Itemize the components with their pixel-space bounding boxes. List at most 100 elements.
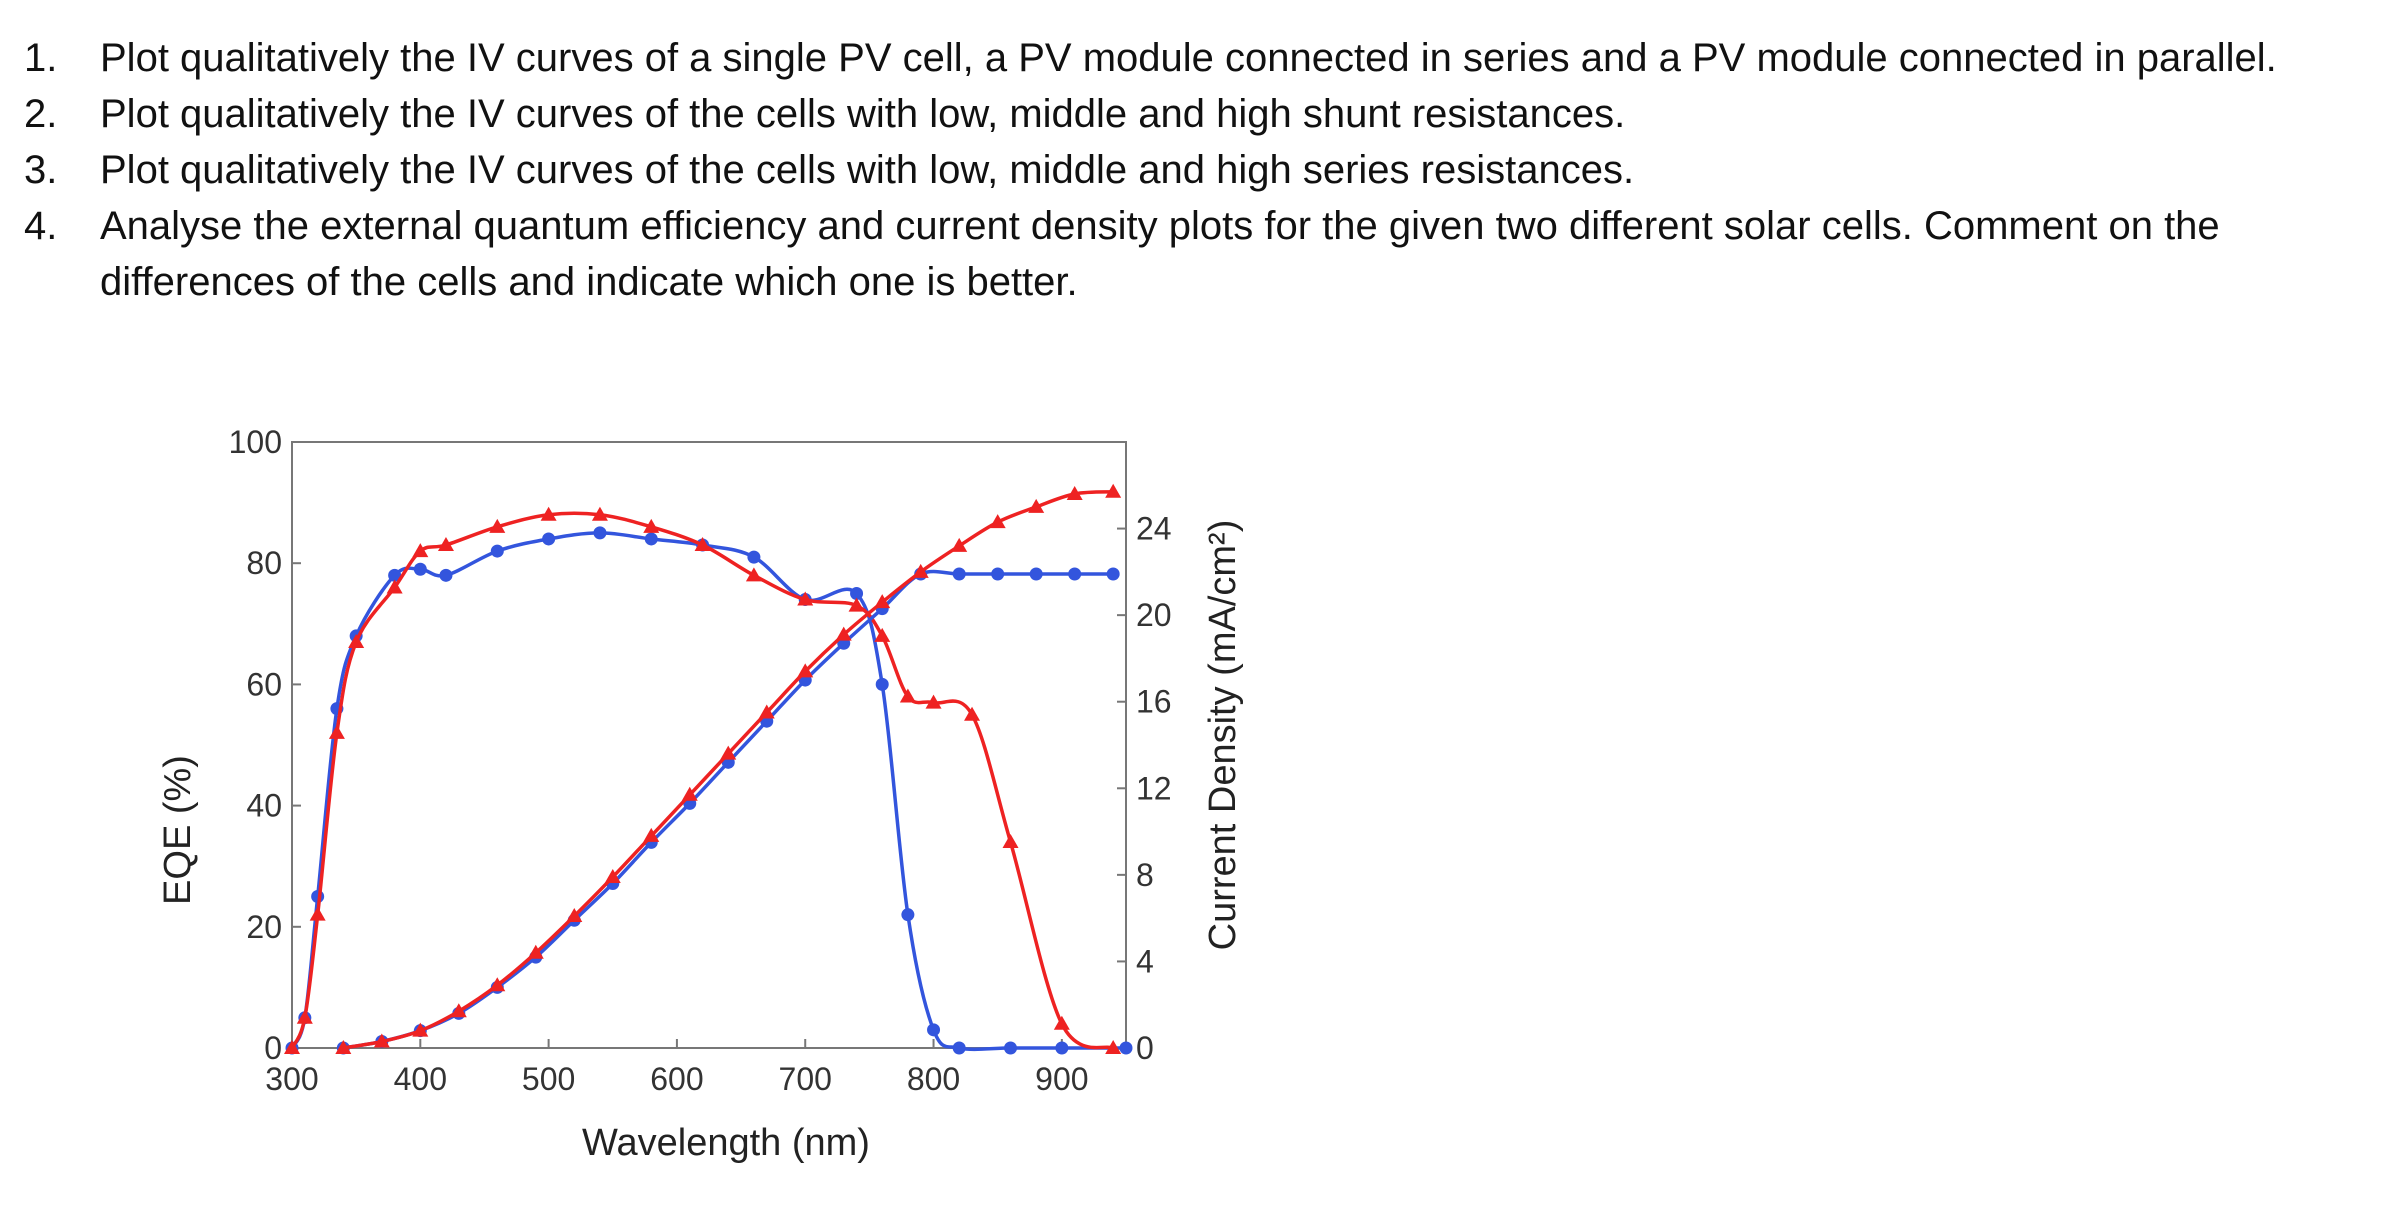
data-point-red — [681, 786, 698, 801]
data-point-red — [797, 591, 814, 606]
data-point-red — [437, 537, 454, 552]
y-tick-label: 40 — [246, 788, 282, 824]
y2-tick-label: 4 — [1136, 943, 1154, 979]
data-point-red — [899, 688, 916, 703]
data-point-red — [1053, 1015, 1070, 1030]
data-point-red — [1105, 1040, 1122, 1054]
data-point-red — [1066, 485, 1083, 500]
data-point-red — [989, 514, 1006, 529]
data-point-red — [643, 518, 660, 533]
question-number: 2. — [24, 92, 58, 136]
data-point-red — [296, 1009, 313, 1024]
data-point-red — [348, 633, 365, 648]
data-point-blue — [1029, 567, 1043, 581]
question-number: 3. — [24, 148, 58, 192]
data-point-red — [373, 1033, 390, 1048]
data-point-blue — [490, 544, 504, 558]
x-tick-label: 500 — [522, 1061, 575, 1097]
data-point-red — [604, 869, 621, 884]
data-point-red — [527, 944, 544, 959]
data-point-blue — [850, 587, 864, 600]
data-point-blue — [439, 568, 453, 582]
x-tick-label: 900 — [1035, 1061, 1088, 1097]
data-point-blue — [991, 567, 1005, 581]
data-point-red — [309, 906, 326, 921]
data-point-red — [450, 1003, 467, 1018]
plot-frame — [291, 441, 1127, 1049]
data-point-red — [412, 543, 429, 558]
data-point-red — [284, 1040, 300, 1054]
y2-axis-label: Current Density (mA/cm²) — [1202, 520, 1244, 951]
data-point-blue — [1106, 567, 1120, 581]
data-point-red — [566, 907, 583, 922]
y2-tick-label: 16 — [1136, 684, 1172, 720]
y-axis-label: EQE (%) — [157, 755, 199, 905]
chart-svg: EQE (%) Current Density (mA/cm²) Wavelen… — [157, 424, 1244, 1164]
data-point-red — [386, 579, 403, 594]
eqe-line-blue — [290, 531, 1126, 1052]
question-list: 1. Plot qualitatively the IV curves of a… — [0, 30, 2390, 310]
data-point-blue — [388, 568, 402, 582]
data-point-red — [1105, 483, 1122, 498]
y-tick-label: 100 — [229, 424, 282, 460]
data-point-red — [643, 827, 660, 842]
y2-tick-label: 8 — [1136, 857, 1154, 893]
data-point-red — [489, 518, 506, 533]
data-point-red — [328, 724, 345, 739]
data-point-red — [797, 663, 814, 678]
y-tick-label: 20 — [246, 909, 282, 945]
data-point-red — [951, 537, 968, 552]
question-4: 4. Analyse the external quantum efficien… — [0, 198, 2390, 310]
data-point-red — [591, 506, 608, 521]
data-point-blue — [593, 526, 607, 540]
eqe-current-density-chart: EQE (%) Current Density (mA/cm²) Wavelen… — [130, 410, 1280, 1200]
data-point-red — [874, 627, 891, 642]
data-point-blue — [875, 677, 889, 691]
data-point-red — [964, 706, 981, 721]
data-point-blue — [952, 1041, 966, 1055]
data-point-red — [912, 563, 929, 578]
data-point-red — [335, 1040, 352, 1054]
question-text: Plot qualitatively the IV curves of the … — [100, 92, 1626, 136]
y2-tick-label: 12 — [1136, 770, 1172, 806]
data-point-red — [848, 597, 865, 612]
data-point-red — [412, 1022, 429, 1037]
data-point-blue — [952, 567, 966, 581]
y2-tick-label: 24 — [1136, 511, 1172, 547]
question-2: 2. Plot qualitatively the IV curves of t… — [0, 86, 2390, 142]
data-point-blue — [1055, 1041, 1069, 1055]
data-point-red — [694, 537, 711, 552]
y-tick-label: 0 — [264, 1030, 282, 1066]
data-point-blue — [542, 532, 556, 546]
data-point-red — [720, 745, 737, 760]
x-tick-label: 600 — [650, 1061, 703, 1097]
data-point-red — [745, 567, 762, 582]
data-point-blue — [927, 1023, 941, 1037]
data-point-blue — [1068, 567, 1082, 581]
data-point-red — [1028, 498, 1045, 513]
question-3: 3. Plot qualitatively the IV curves of t… — [0, 142, 2390, 198]
data-point-blue — [901, 908, 915, 922]
data-point-red — [925, 694, 942, 709]
question-text: Plot qualitatively the IV curves of a si… — [100, 36, 2277, 80]
question-number: 1. — [24, 36, 58, 80]
question-number: 4. — [24, 204, 58, 248]
data-point-blue — [1119, 1041, 1133, 1055]
question-text: Analyse the external quantum efficiency … — [100, 204, 2220, 304]
x-tick-label: 800 — [907, 1061, 960, 1097]
data-point-red — [540, 506, 557, 521]
data-point-blue — [644, 532, 658, 546]
question-1: 1. Plot qualitatively the IV curves of a… — [0, 30, 2390, 86]
x-tick-label: 700 — [779, 1061, 832, 1097]
x-tick-label: 400 — [394, 1061, 447, 1097]
data-point-blue — [413, 562, 427, 576]
data-point-red — [758, 704, 775, 719]
data-point-red — [1002, 833, 1019, 848]
data-point-red — [489, 977, 506, 992]
question-text: Plot qualitatively the IV curves of the … — [100, 148, 1635, 192]
data-point-blue — [747, 550, 761, 564]
x-tick-label: 300 — [265, 1061, 318, 1097]
y-tick-label: 60 — [246, 666, 282, 702]
y2-tick-label: 0 — [1136, 1030, 1154, 1066]
data-point-red — [835, 626, 852, 641]
